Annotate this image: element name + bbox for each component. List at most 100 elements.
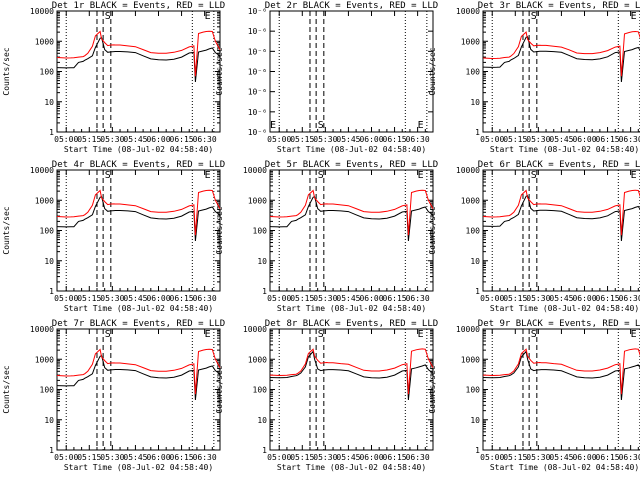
plot-frame	[482, 169, 640, 292]
panel-title: Det 3r BLACK = Events, RED = LLD	[478, 1, 640, 11]
x-tick-label: 05:00	[267, 135, 291, 144]
y-tick-label: 10	[44, 416, 54, 425]
series-lld-line	[482, 348, 640, 395]
x-tick-label: 05:45	[336, 453, 360, 462]
x-tick-label: 06:30	[406, 453, 430, 462]
x-tick-label: 06:00	[146, 453, 170, 462]
x-tick-label: 06:30	[193, 135, 217, 144]
detector-panel-5: Det 5r BLACK = Events, RED = LLD Counts/s…	[215, 160, 438, 313]
series-lld-line	[269, 189, 434, 236]
y-tick-label: 10	[257, 257, 267, 266]
x-tick-label: 05:30	[313, 135, 337, 144]
x-tick-label: 05:00	[480, 453, 504, 462]
y-tick-label: 10	[44, 257, 54, 266]
series-lld-line	[56, 30, 221, 77]
x-tick-label: 06:30	[619, 135, 640, 144]
x-tick-label: 05:00	[54, 135, 78, 144]
x-tick-label: 05:45	[549, 294, 573, 303]
x-tick-label: 05:45	[336, 294, 360, 303]
x-tick-label: 05:15	[77, 135, 101, 144]
x-tick-label: 05:30	[100, 453, 124, 462]
y-axis-label: Counts/sec	[215, 47, 224, 95]
x-tick-label: 06:15	[596, 294, 620, 303]
interval-marker-label: E	[631, 11, 637, 22]
y-tick-label: 100	[253, 386, 268, 395]
y-tick-label: 10⁻⁶	[248, 68, 267, 77]
x-tick-label: 05:15	[503, 135, 527, 144]
y-tick-label: 10⁻⁶	[248, 128, 267, 137]
y-tick-label: 1	[49, 446, 54, 455]
y-tick-label: 1000	[461, 355, 480, 364]
y-tick-label: 100	[40, 68, 55, 77]
y-axis-label: Counts/sec	[428, 365, 437, 413]
x-axis-label: Start Time (08-Jul-02 04:58:40)	[490, 145, 639, 154]
x-tick-label: 06:00	[146, 294, 170, 303]
x-tick-label: 05:45	[123, 135, 147, 144]
x-tick-label: 06:00	[359, 453, 383, 462]
series-events-line	[269, 350, 434, 401]
x-tick-label: 05:30	[526, 294, 550, 303]
x-tick-label: 05:45	[123, 453, 147, 462]
y-tick-label: 1000	[461, 196, 480, 205]
y-tick-label: 1	[475, 287, 480, 296]
x-tick-label: 05:00	[267, 294, 291, 303]
detector-panel-8: Det 8r BLACK = Events, RED = LLD Counts/s…	[215, 319, 438, 472]
x-tick-label: 05:15	[503, 453, 527, 462]
interval-marker-label: E	[205, 170, 211, 181]
interval-marker-label: S	[531, 329, 537, 340]
x-tick-label: 06:15	[596, 453, 620, 462]
x-tick-label: 06:30	[193, 453, 217, 462]
interval-marker-label: S	[105, 170, 111, 181]
y-axis-label: Counts/sec	[428, 206, 437, 254]
series-lld-line	[56, 348, 221, 395]
y-tick-label: 10	[470, 257, 480, 266]
y-tick-label: 1	[475, 446, 480, 455]
detector-panel-2: Det 2r BLACK = Events, RED = LLD Counts/s…	[215, 1, 438, 154]
x-tick-label: 06:30	[406, 135, 430, 144]
x-tick-label: 06:00	[572, 294, 596, 303]
x-axis-label: Start Time (08-Jul-02 04:58:40)	[64, 304, 213, 313]
y-tick-label: 10	[470, 98, 480, 107]
y-tick-label: 10000	[30, 325, 54, 334]
x-tick-label: 06:15	[383, 294, 407, 303]
series-events-line	[56, 196, 221, 242]
x-axis-label: Start Time (08-Jul-02 04:58:40)	[277, 463, 426, 472]
x-tick-label: 06:00	[146, 135, 170, 144]
y-tick-label: 100	[466, 68, 481, 77]
x-tick-label: 05:15	[290, 453, 314, 462]
y-tick-label: 1	[262, 446, 267, 455]
y-tick-label: 10000	[30, 7, 54, 16]
x-tick-label: 05:15	[77, 294, 101, 303]
series-lld-line	[269, 348, 434, 395]
y-tick-label: 1000	[35, 355, 54, 364]
y-tick-label: 1	[262, 287, 267, 296]
x-tick-label: 06:00	[359, 135, 383, 144]
y-tick-label: 10⁻⁶	[248, 88, 267, 97]
x-axis-label: Start Time (08-Jul-02 04:58:40)	[64, 145, 213, 154]
x-tick-label: 06:15	[383, 135, 407, 144]
interval-marker-label: S	[531, 11, 537, 22]
x-tick-label: 06:15	[596, 135, 620, 144]
series-events-line	[269, 196, 434, 242]
y-tick-label: 10	[257, 416, 267, 425]
x-tick-label: 05:00	[480, 135, 504, 144]
y-tick-label: 100	[466, 386, 481, 395]
y-tick-label: 10⁻⁶	[248, 47, 267, 56]
y-tick-label: 1000	[461, 37, 480, 46]
x-tick-label: 05:30	[526, 453, 550, 462]
x-tick-label: 06:30	[193, 294, 217, 303]
x-tick-label: 06:15	[170, 135, 194, 144]
x-tick-label: 05:00	[54, 294, 78, 303]
series-events-line	[482, 350, 640, 401]
y-tick-label: 10	[470, 416, 480, 425]
x-tick-label: 05:00	[267, 453, 291, 462]
x-tick-label: 05:30	[313, 453, 337, 462]
y-tick-label: 100	[40, 386, 55, 395]
series-events-line	[482, 36, 640, 83]
detector-panel-4: Det 4r BLACK = Events, RED = LLD Counts/s…	[2, 160, 225, 313]
panel-title: Det 7r BLACK = Events, RED = LLD	[52, 319, 225, 329]
y-tick-label: 1000	[248, 196, 267, 205]
x-tick-label: 06:00	[359, 294, 383, 303]
y-tick-label: 10000	[243, 325, 267, 334]
